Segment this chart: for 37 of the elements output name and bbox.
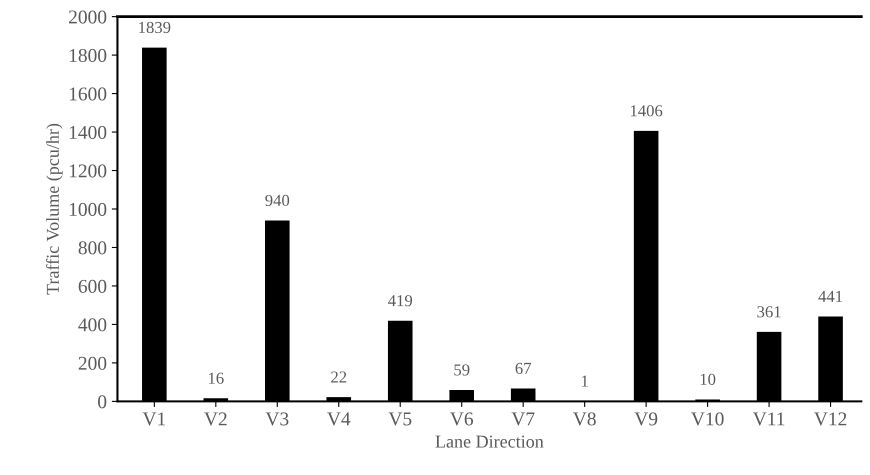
y-tick-label: 1800	[70, 48, 106, 62]
y-tick-label: 1600	[70, 87, 106, 101]
data-label: 59	[454, 364, 470, 376]
data-label: 419	[388, 295, 412, 306]
x-axis-title: Lane Direction	[436, 436, 544, 448]
x-tick-label: V11	[752, 412, 784, 426]
y-axis-title: Traffic Volume (pcu/hr)	[46, 124, 63, 295]
data-label: 441	[818, 290, 842, 302]
x-tick-label: V6	[450, 412, 474, 426]
x-tick-label: V7	[512, 412, 535, 426]
data-label: 67	[516, 362, 532, 374]
x-tick-label: V1	[142, 412, 166, 426]
y-tick-label: 2000	[69, 10, 106, 24]
x-tick-label: V12	[814, 412, 846, 426]
data-label: 940	[265, 194, 290, 206]
y-tick-label: 800	[78, 241, 106, 254]
data-label: 1406	[630, 105, 662, 116]
y-tick-label: 1200	[70, 164, 106, 178]
data-label: 1839	[139, 22, 170, 34]
x-tick-label: V9	[634, 412, 658, 426]
y-tick-label: 400	[78, 318, 106, 332]
x-tick-label: V3	[266, 412, 288, 426]
x-tick-label: V5	[388, 412, 412, 426]
x-tick-label: V2	[204, 412, 227, 426]
x-tick-label: V8	[573, 412, 596, 426]
data-label: 22	[331, 371, 346, 382]
data-label: 10	[700, 374, 716, 385]
y-tick-label: 1000	[70, 202, 106, 216]
data-label: 16	[208, 372, 224, 384]
y-tick-label: 200	[78, 356, 106, 370]
x-tick-label: V10	[691, 412, 724, 426]
y-tick-label: 600	[78, 280, 106, 293]
y-tick-label: 0	[98, 395, 106, 408]
data-label: 1	[582, 376, 588, 387]
x-tick-label: V4	[327, 412, 350, 426]
data-label: 361	[757, 306, 781, 318]
y-tick-label: 1400	[70, 126, 106, 139]
